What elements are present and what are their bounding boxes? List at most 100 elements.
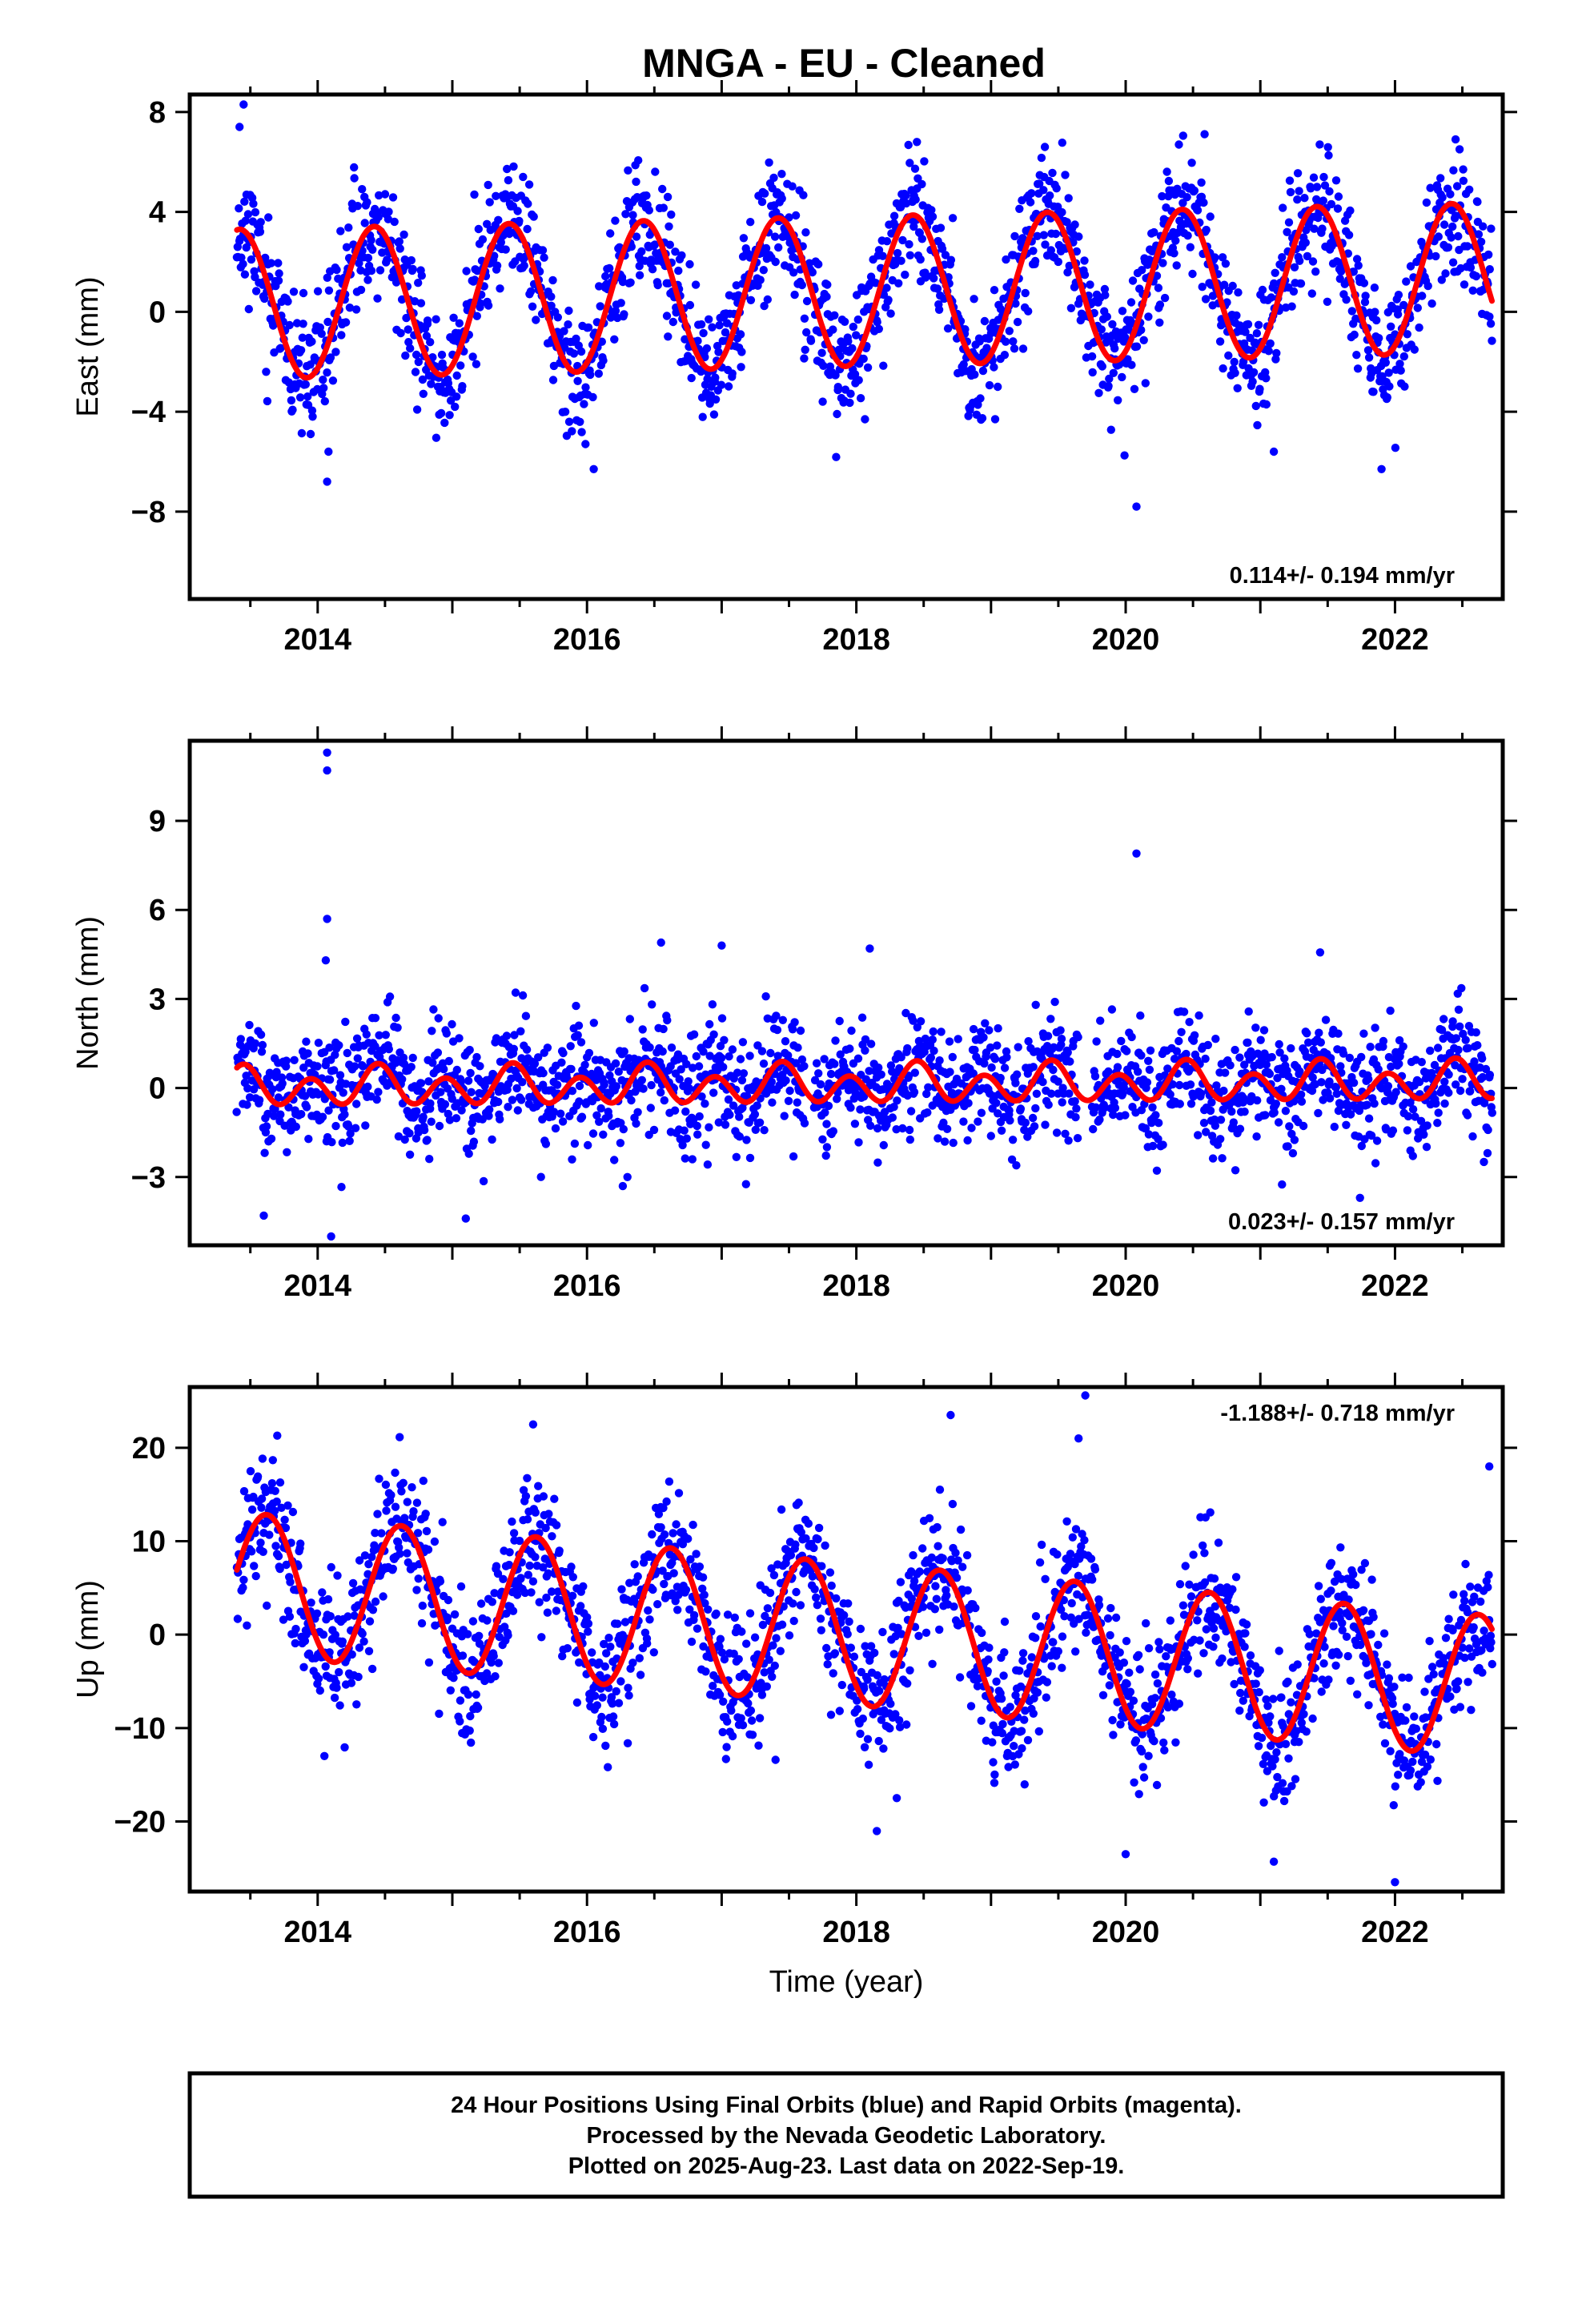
east-data-point [1375,334,1383,343]
north-data-point [689,1063,697,1072]
up-data-point [327,1562,335,1572]
north-data-point [1202,1128,1211,1136]
up-data-point [889,1650,898,1659]
east-data-point [350,174,359,183]
east-data-point [1300,194,1309,203]
east-data-point [319,384,328,392]
north-data-point [424,1077,433,1086]
east-data-point [249,199,258,208]
north-data-point [992,1099,1001,1108]
north-data-point [324,1106,333,1115]
north-data-point [648,1000,656,1009]
north-data-point [705,1051,714,1060]
east-data-point [367,266,376,275]
north-data-point [701,1140,710,1149]
east-data-point [299,320,307,328]
east-data-point [597,337,606,346]
north-data-point [1303,1029,1311,1038]
up-data-point [523,1474,532,1483]
north-data-point [969,1024,978,1034]
east-xtick-label: 2022 [1361,623,1429,657]
north-data-point [330,1066,339,1075]
up-data-point [299,1663,308,1671]
north-data-point [663,1015,672,1025]
north-data-point [511,988,520,997]
up-data-point [590,1691,600,1700]
east-data-point [412,350,421,360]
north-data-point [910,1068,920,1077]
up-data-point [403,1498,412,1506]
north-data-point [1002,1053,1011,1062]
up-data-point [444,1595,453,1605]
north-data-point [930,1046,938,1055]
up-data-point [413,1529,423,1538]
up-data-point [701,1667,710,1676]
east-data-point [627,242,636,251]
east-data-point [1315,140,1324,149]
up-data-point [932,1594,942,1603]
north-data-point [1186,1100,1196,1108]
north-outlier-point [323,766,331,775]
north-data-point [673,1050,683,1059]
up-data-point [760,1668,769,1677]
up-data-point [359,1637,368,1646]
up-data-point [516,1574,525,1582]
north-data-point [778,1015,787,1025]
up-data-point [762,1682,771,1691]
north-outlier-point [323,748,331,757]
east-data-point [853,315,863,324]
north-data-point [757,1047,767,1055]
north-data-point [338,1138,347,1148]
up-data-point [464,1630,472,1638]
east-data-point [933,284,942,293]
east-data-point [757,197,767,207]
east-data-point [846,389,855,398]
east-data-point [1088,368,1097,377]
east-data-point [665,240,674,249]
north-data-point [856,1105,865,1114]
east-data-point [799,191,808,199]
east-data-point [1476,237,1486,247]
north-data-point [1434,1108,1443,1117]
east-data-point [806,336,816,345]
up-data-point [553,1587,563,1596]
east-data-point [1121,333,1130,342]
up-data-point [584,1619,593,1628]
north-data-point [785,1086,794,1096]
north-data-point [300,1092,310,1100]
north-data-point [1448,1017,1457,1026]
north-data-point [1240,1060,1249,1069]
east-data-point [1301,238,1311,247]
up-data-point [728,1731,737,1741]
north-data-point [1090,1072,1100,1081]
up-data-point [789,1599,797,1608]
east-data-point [485,198,494,207]
up-data-point [367,1553,376,1562]
up-data-point [879,1744,888,1753]
up-data-point [271,1542,280,1550]
up-data-point [768,1672,777,1681]
east-data-point [1474,230,1484,239]
east-data-point [240,197,249,206]
east-data-point [1024,307,1033,316]
east-data-point [1039,231,1049,239]
east-data-point [406,344,415,353]
up-data-point [914,1631,923,1640]
east-data-point [1311,267,1320,276]
east-data-point [319,376,327,384]
up-data-point [674,1489,684,1498]
east-data-point [854,376,863,384]
north-data-point [694,1062,704,1071]
up-data-point [247,1547,256,1556]
up-data-point [649,1648,658,1657]
north-data-point [1177,1027,1186,1037]
east-data-point [1086,280,1094,289]
up-data-point [541,1523,550,1533]
east-data-point [711,395,721,404]
east-outlier-point [1132,502,1141,511]
east-data-point [298,333,307,342]
east-data-point [785,238,794,247]
east-data-point [610,335,619,344]
north-data-point [588,1129,598,1138]
north-data-point [1231,1166,1240,1175]
